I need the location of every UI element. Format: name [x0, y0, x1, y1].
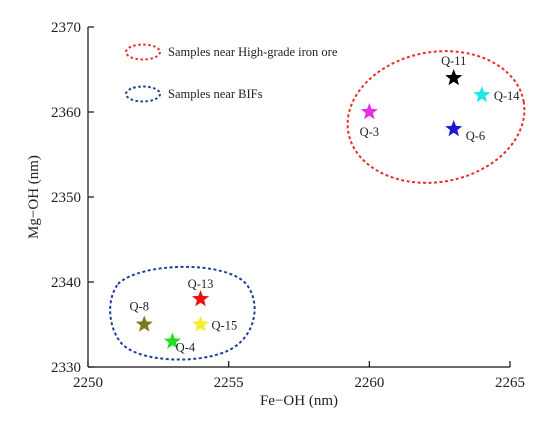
point-label-q-8: Q-8 [130, 300, 149, 314]
x-axis-label: Fe−OH (nm) [260, 393, 338, 409]
y-tick-label: 2360 [51, 105, 81, 121]
y-tick-label: 2350 [51, 190, 81, 206]
x-tick-label: 2260 [354, 375, 384, 391]
point-label-q-13: Q-13 [188, 277, 214, 291]
data-point-q-13 [191, 290, 210, 307]
y-tick-label: 2340 [51, 275, 81, 291]
legend-label-bifs: Samples near BIFs [168, 87, 263, 101]
group-ellipse-high-grade [346, 50, 526, 184]
point-label-q-11: Q-11 [441, 54, 466, 68]
data-point-q-6 [445, 120, 463, 137]
x-tick-label: 2265 [495, 375, 525, 391]
legend-swatch-high-grade [125, 43, 161, 61]
data-point-q-15 [191, 315, 210, 332]
x-tick-label: 2255 [214, 375, 244, 391]
data-point-q-8 [135, 315, 153, 332]
legend-label-high-grade: Samples near High-grade iron ore [168, 45, 338, 59]
data-points: Q-11 Q-14 Q-3 Q-6 Q-13 Q-8 Q-15 Q-4 [130, 54, 521, 355]
legend-swatch-bifs [125, 85, 161, 103]
point-label-q-4: Q-4 [176, 341, 196, 355]
data-point-q-11 [445, 69, 463, 86]
group-ellipse-bifs [109, 265, 256, 361]
data-point-q-14 [473, 86, 491, 103]
legend: Samples near High-grade iron ore Samples… [125, 43, 338, 103]
x-tick-label: 2250 [73, 375, 103, 391]
y-axis-ticks: 2330 2340 2350 2360 2370 [51, 20, 94, 376]
data-point-q-3 [360, 103, 378, 120]
point-label-q-15: Q-15 [212, 319, 238, 333]
point-label-q-3: Q-3 [360, 125, 379, 139]
x-axis-ticks: 2250 2255 2260 2265 [73, 361, 525, 391]
y-tick-label: 2330 [51, 360, 81, 376]
point-label-q-6: Q-6 [466, 129, 485, 143]
y-tick-label: 2370 [51, 20, 81, 36]
point-label-q-14: Q-14 [494, 89, 520, 103]
y-axis-label: Mg−OH (nm) [26, 155, 42, 239]
data-point-q-4 [163, 332, 181, 349]
